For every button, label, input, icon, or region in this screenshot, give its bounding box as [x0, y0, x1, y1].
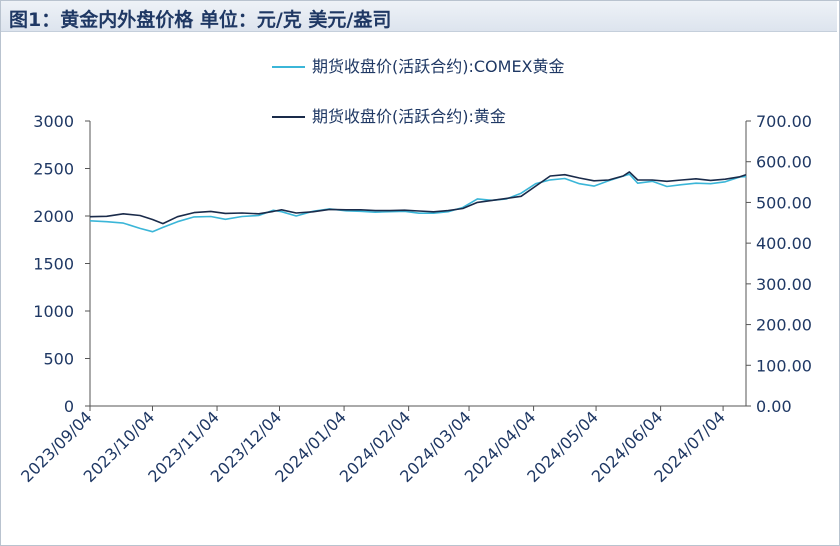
right-tick-label: 100.00 — [756, 356, 812, 375]
series-line-1 — [89, 173, 747, 233]
series-line-2 — [89, 171, 747, 225]
right-tick-label: 200.00 — [756, 316, 812, 335]
right-tick-label: 300.00 — [756, 275, 812, 294]
right-tick-label: 500.00 — [756, 193, 812, 212]
right-tick-label: 0.00 — [756, 397, 792, 416]
left-tick-label: 2500 — [33, 160, 74, 179]
right-tick-label: 400.00 — [756, 234, 812, 253]
title-bar: 图1：黄金内外盘价格 单位：元/克 美元/盎司 — [1, 1, 837, 32]
left-tick-label: 2000 — [33, 207, 74, 226]
legend-label-1: 期货收盘价(活跃合约):COMEX黄金 — [312, 57, 565, 76]
left-tick-label: 1000 — [33, 302, 74, 321]
right-tick-label: 700.00 — [756, 112, 812, 131]
legend-label-2: 期货收盘价(活跃合约):黄金 — [312, 107, 506, 126]
chart-title: 图1：黄金内外盘价格 单位：元/克 美元/盎司 — [9, 9, 392, 31]
left-tick-label: 3000 — [33, 112, 74, 131]
right-tick-label: 600.00 — [756, 153, 812, 172]
left-tick-label: 1500 — [33, 255, 74, 274]
left-tick-label: 500 — [43, 350, 74, 369]
left-tick-label: 0 — [64, 397, 74, 416]
